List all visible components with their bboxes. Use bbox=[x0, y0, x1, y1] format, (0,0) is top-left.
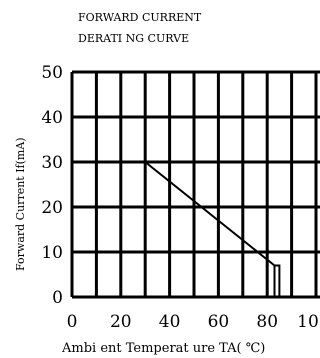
x-tick-label: 40 bbox=[159, 312, 181, 332]
y-tick-label: 20 bbox=[41, 198, 63, 218]
y-axis-label: Forward Current If(mA) bbox=[14, 137, 27, 271]
plot-grid bbox=[70, 70, 320, 299]
y-tick-label: 0 bbox=[52, 288, 63, 308]
y-tick-label: 50 bbox=[41, 63, 63, 83]
y-tick-label: 10 bbox=[41, 243, 63, 263]
chart-title-line-2: DERATI NG CURVE bbox=[78, 32, 189, 45]
y-tick-label: 40 bbox=[41, 108, 63, 128]
y-tick-label: 30 bbox=[41, 153, 63, 173]
data-series bbox=[72, 161, 281, 298]
x-axis-label: Ambi ent Temperat ure TA( ℃) bbox=[61, 341, 265, 356]
x-tick-label: 60 bbox=[208, 312, 230, 332]
x-tick-label: 10 bbox=[297, 312, 319, 332]
chart-title-line-1: FORWARD CURRENT bbox=[78, 11, 202, 24]
chart-title: FORWARD CURRENT DERATI NG CURVE bbox=[78, 11, 202, 45]
derating-curve bbox=[72, 161, 281, 298]
tick-labels: 0 10 20 30 40 50 0 20 40 60 80 10 bbox=[41, 63, 318, 332]
x-tick-label: 80 bbox=[256, 312, 278, 332]
x-tick-label: 20 bbox=[110, 312, 132, 332]
x-tick-label: 0 bbox=[67, 312, 78, 332]
